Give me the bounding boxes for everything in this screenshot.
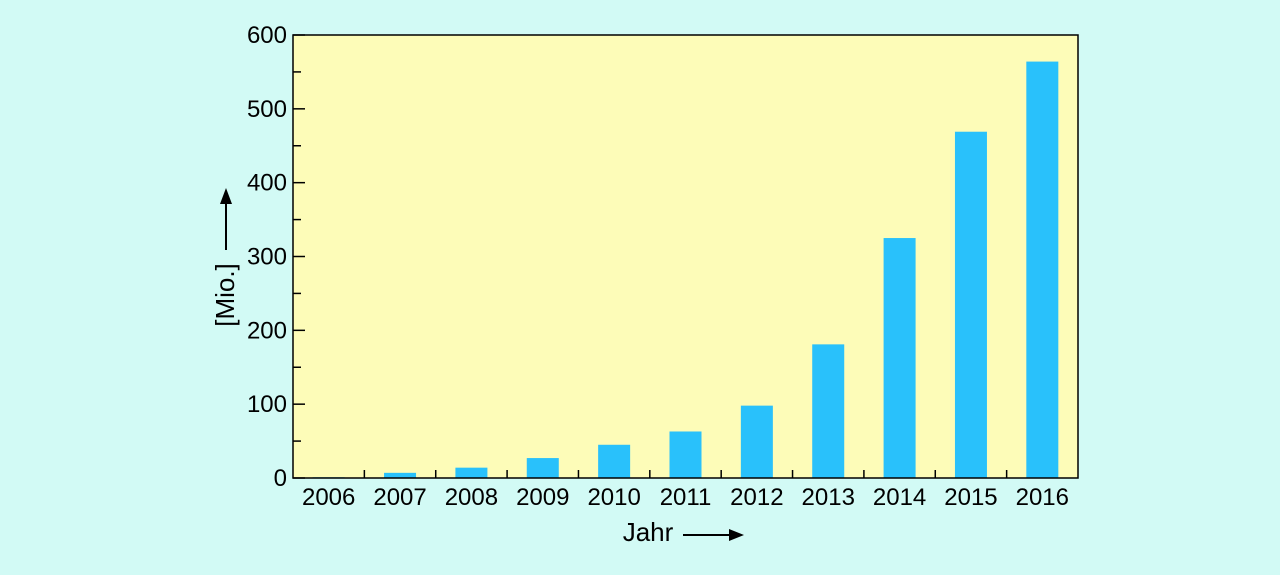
y-axis-arrow-icon	[220, 188, 232, 250]
y-axis-label: [Mio.]	[210, 263, 240, 327]
x-axis-arrow-icon	[683, 529, 744, 541]
y-tick-label: 200	[247, 317, 287, 344]
y-tick-label: 400	[247, 170, 287, 197]
x-tick-label: 2007	[373, 484, 426, 511]
x-tick-label: 2014	[873, 484, 926, 511]
x-tick-label: 2008	[445, 484, 498, 511]
bar-2015	[954, 131, 987, 478]
y-axis-tick-labels: 0 100 200 300 400 500 600	[247, 22, 287, 492]
bar-2013	[812, 344, 845, 478]
bar-2008	[455, 467, 488, 478]
y-tick-label: 300	[247, 244, 287, 271]
y-tick-label: 500	[247, 96, 287, 123]
y-tick-label: 0	[274, 465, 287, 492]
x-axis-tick-labels: 2006 2007 2008 2009 2010 2011 2012 2013 2014 2015…	[302, 484, 1069, 511]
x-axis-ticks	[363, 470, 1008, 478]
bar-2014	[883, 238, 916, 478]
y-axis-ticks	[293, 34, 305, 479]
x-tick-label: 2010	[587, 484, 640, 511]
x-tick-label: 2012	[730, 484, 783, 511]
x-tick-label: 2009	[516, 484, 569, 511]
x-axis-title: Jahr	[623, 517, 744, 547]
bar-2007	[384, 472, 417, 478]
y-axis-title: [Mio.]	[210, 188, 240, 327]
x-tick-label: 2011	[660, 484, 712, 511]
bar-2011	[669, 431, 702, 478]
bar-2012	[740, 405, 773, 478]
x-tick-label: 2013	[802, 484, 855, 511]
x-tick-label: 2015	[944, 484, 997, 511]
bar-series	[312, 61, 1059, 478]
x-tick-label: 2006	[302, 484, 355, 511]
bar-2009	[526, 458, 559, 478]
plot-area	[293, 35, 1078, 478]
x-axis-label: Jahr	[623, 517, 674, 547]
bar-2010	[598, 444, 631, 478]
x-tick-label: 2016	[1016, 484, 1069, 511]
bar-2016	[1026, 61, 1059, 478]
y-tick-label: 100	[247, 391, 287, 418]
y-tick-label: 600	[247, 22, 287, 49]
